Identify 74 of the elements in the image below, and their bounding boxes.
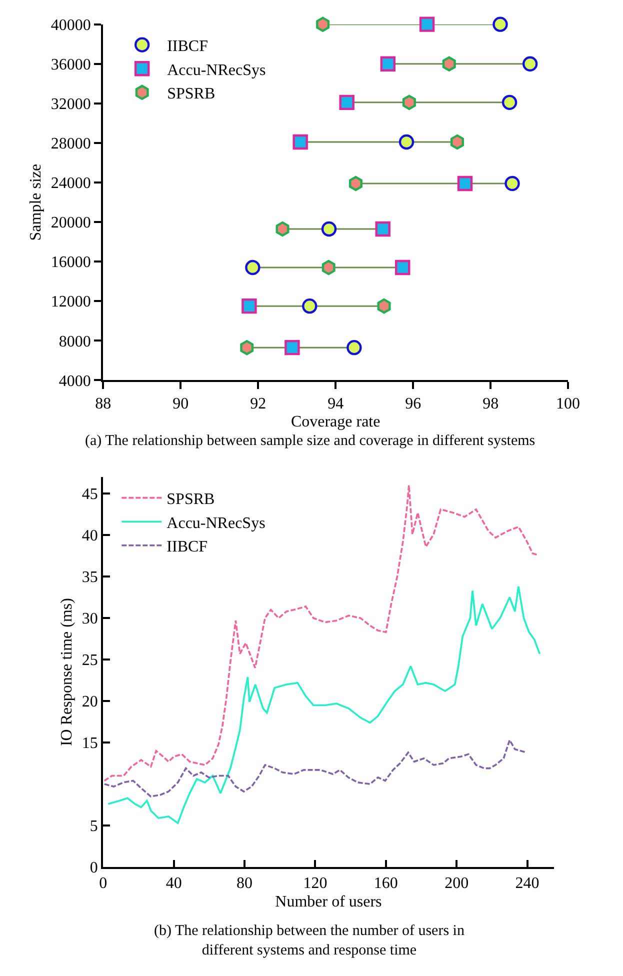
y-axis-title: Sample size (27, 164, 44, 241)
y-tick-label: 12000 (50, 294, 91, 311)
legend-label: Accu-NRecSys (166, 514, 266, 532)
line-series (103, 739, 528, 798)
x-tick-label: 200 (444, 875, 469, 892)
y-tick-label: 16000 (50, 254, 91, 272)
point (442, 56, 456, 72)
y-tick-label: 45 (82, 486, 98, 504)
point (349, 176, 362, 192)
y-tick-label: 8000 (58, 333, 91, 350)
legend-label: SPSRB (166, 491, 215, 508)
y-axis-title: IO Response time (ms) (58, 598, 76, 746)
y-tick-label: 24000 (50, 175, 91, 192)
legend-label: IIBCF (166, 538, 208, 556)
x-tick-label: 160 (374, 875, 398, 892)
point (284, 340, 300, 356)
point (402, 94, 416, 110)
y-tick-label: 4000 (58, 372, 91, 390)
point (302, 298, 318, 314)
x-axis-title: Coverage rate (290, 414, 380, 431)
x-tick-label: 94 (328, 395, 344, 412)
point (450, 134, 464, 150)
y-tick-label: 15 (82, 735, 98, 752)
y-tick-label: 25 (82, 652, 98, 670)
point (276, 221, 290, 237)
text: (b) The relationship between the number of users in different systems and response time (154, 923, 465, 958)
y-tick-label: 0 (90, 860, 98, 877)
point (457, 176, 473, 192)
point (419, 16, 435, 32)
y-tick-label: 28000 (50, 136, 91, 153)
y-tick-label: 20 (82, 694, 98, 711)
point (522, 56, 538, 72)
point (346, 340, 362, 356)
x-tick-label: 90 (172, 395, 189, 412)
x-tick-label: 98 (482, 395, 499, 412)
y-tick-label: 32000 (50, 96, 91, 114)
y-tick-label: 20000 (50, 214, 91, 232)
y-tick-label: 35 (82, 569, 98, 586)
point (398, 134, 414, 150)
point (316, 16, 330, 32)
y-tick-label: 40000 (50, 16, 91, 34)
x-tick-label: 40 (166, 875, 182, 892)
x-tick-label: 92 (250, 395, 266, 412)
legend-label: SPSRB (167, 86, 216, 103)
line-series (107, 586, 541, 824)
y-tick-label: 40 (82, 528, 98, 545)
point (240, 340, 254, 356)
point (502, 94, 518, 110)
point (339, 94, 354, 110)
y-tick-label: 36000 (50, 56, 91, 74)
y-tick-label: 30 (82, 610, 98, 628)
point (395, 260, 410, 276)
legend-label: IIBCF (167, 38, 208, 56)
point (492, 16, 508, 32)
point (242, 298, 257, 314)
x-tick-label: 96 (405, 395, 422, 412)
point (377, 298, 391, 314)
x-tick-label: 240 (515, 875, 540, 892)
point (245, 260, 260, 276)
point (380, 56, 396, 72)
legend-label: Accu-NRecSys (167, 62, 266, 79)
x-tick-label: 100 (556, 395, 580, 412)
x-axis-title: Number of users (275, 893, 382, 910)
point (321, 221, 337, 237)
x-tick-label: 120 (303, 875, 328, 892)
x-tick-label: 88 (95, 395, 112, 412)
point (322, 260, 336, 276)
text: (a) The relationship between sample size and coverage in different systems (85, 433, 536, 449)
x-tick-label: 80 (236, 875, 253, 892)
line-series (103, 484, 539, 782)
y-tick-label: 5 (90, 818, 98, 836)
point (504, 176, 520, 192)
point (292, 134, 308, 150)
point (375, 221, 390, 237)
